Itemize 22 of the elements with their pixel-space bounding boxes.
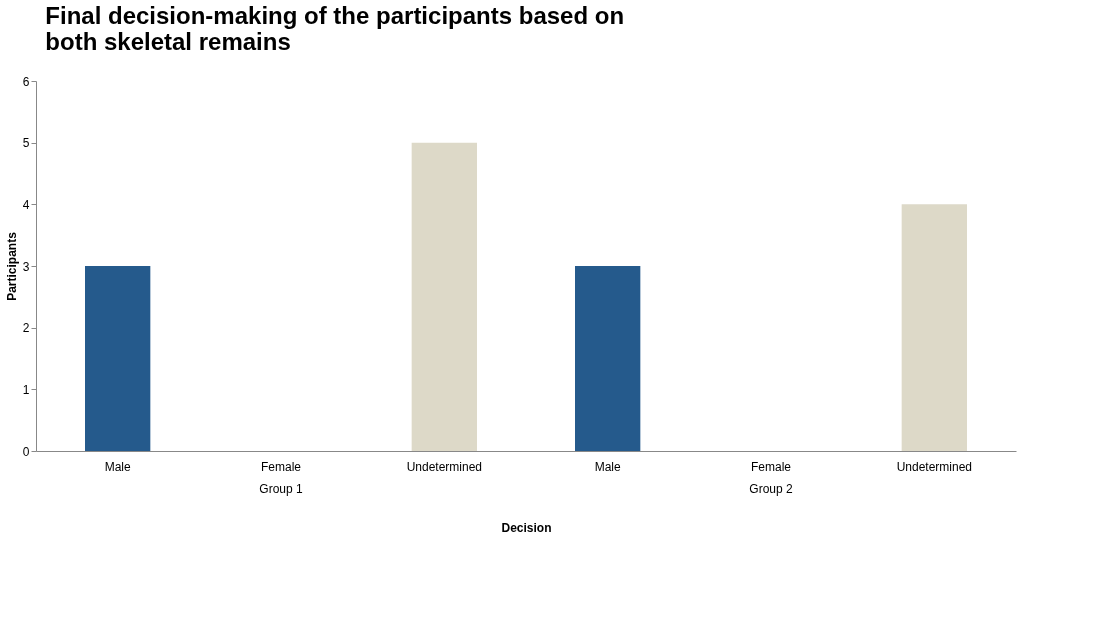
text: Group 2 xyxy=(749,482,794,496)
chart-title: Final decision-making of the participants based on both skeletal remains xyxy=(45,2,625,55)
x-tick-label: Male xyxy=(104,459,131,474)
x-tick-label: Undetermined xyxy=(406,459,483,474)
y-tick-label: 2 xyxy=(22,321,30,336)
bar xyxy=(575,266,641,451)
y-tick-label: 0 xyxy=(22,444,30,459)
x-tick-label: Female xyxy=(260,459,302,474)
y-tick-label: 1 xyxy=(22,382,30,397)
bar xyxy=(85,266,151,451)
y-tick-label: 3 xyxy=(22,259,30,274)
y-tick-label: 5 xyxy=(22,136,30,151)
x-tick-label: Male xyxy=(594,459,621,474)
y-axis-title: Participants xyxy=(4,231,19,301)
bar xyxy=(411,142,477,451)
x-axis-title: Decision xyxy=(501,520,552,535)
x-tick-label: Female xyxy=(750,459,792,474)
y-tick-label: 6 xyxy=(22,74,30,89)
bar xyxy=(901,204,967,451)
text: Group 1 xyxy=(259,482,304,496)
x-tick-label: Undetermined xyxy=(896,459,973,474)
y-tick-label: 4 xyxy=(22,197,30,212)
